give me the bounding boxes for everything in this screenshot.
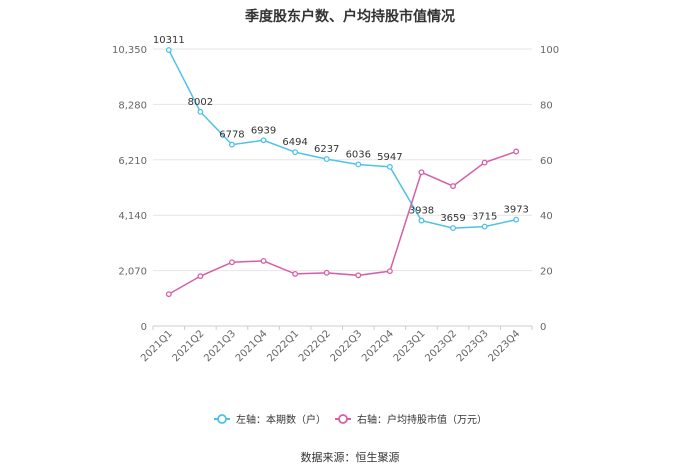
legend-swatch-marker: [338, 414, 348, 424]
data-label: 5947: [377, 152, 402, 163]
right-axis-tick-label: 20: [540, 267, 553, 278]
series-2-point: [229, 259, 235, 266]
left-axis-tick-label: 8,280: [118, 100, 147, 111]
series-1-point: [260, 137, 267, 144]
series-1-point: [323, 156, 330, 163]
series-2-point: [513, 148, 520, 155]
x-axis-tick-label: 2022Q1: [265, 328, 301, 364]
series-1-point: [418, 217, 425, 224]
left-axis-tick-label: 2,070: [118, 267, 147, 278]
legend-label: 右轴：户均持股市值（万元）: [357, 413, 487, 426]
series-2-point: [292, 270, 299, 277]
data-label: 3659: [440, 213, 465, 224]
series-1-point: [229, 141, 235, 148]
legend-swatch-marker: [217, 414, 227, 424]
x-axis-tick-label: 2021Q4: [234, 328, 270, 364]
data-source: 数据来源：恒生聚源: [300, 451, 400, 464]
data-label: 6939: [251, 125, 276, 136]
x-axis-tick-label: 2023Q1: [392, 328, 428, 364]
data-label: 6237: [314, 144, 339, 155]
x-axis-tick-label: 2021Q2: [171, 328, 207, 364]
series-2-point: [165, 291, 172, 298]
left-axis-tick-label: 6,210: [118, 156, 147, 167]
right-axis-tick-label: 0: [540, 322, 546, 333]
series-2-point: [355, 272, 362, 279]
series-1-point: [355, 161, 362, 168]
series-2-point: [260, 257, 267, 264]
x-axis-tick-label: 2022Q3: [329, 328, 365, 364]
x-axis-tick-label: 2021Q3: [202, 328, 238, 364]
data-label: 3715: [472, 212, 497, 223]
x-axis-tick-label: 2022Q2: [297, 328, 333, 364]
right-axis-tick-label: 40: [540, 211, 553, 222]
x-axis-tick-label: 2022Q4: [360, 328, 396, 364]
data-label: 3938: [409, 206, 434, 217]
data-label: 6778: [219, 130, 244, 141]
series-line-2: [168, 150, 517, 295]
right-axis-tick-label: 80: [540, 100, 553, 111]
series-1-point: [513, 216, 520, 223]
series-2-point: [481, 159, 488, 166]
data-label: 3973: [503, 205, 528, 216]
data-label: 6036: [346, 149, 371, 160]
series-2-point: [386, 268, 393, 275]
chart-title: 季度股东户数、户均持股市值情况: [245, 9, 455, 25]
series-2-point: [197, 273, 204, 280]
series-1-point: [197, 108, 204, 115]
legend-label: 左轴：本期数（户）: [236, 413, 326, 426]
right-axis-tick-label: 60: [540, 156, 553, 167]
series-1-point: [386, 163, 393, 170]
left-axis-tick-label: 10,350: [112, 45, 147, 56]
x-axis-tick-label: 2023Q3: [455, 328, 491, 364]
x-axis-tick-label: 2023Q2: [423, 328, 459, 364]
x-axis-tick-label: 2023Q4: [486, 328, 522, 364]
series-2-point: [450, 183, 456, 190]
series-1-point: [292, 149, 299, 156]
series-2-point: [418, 169, 425, 176]
right-axis-tick-label: 100: [540, 45, 559, 56]
left-axis-tick-label: 0: [141, 322, 147, 333]
data-label: 8002: [188, 97, 213, 108]
series-1-point: [165, 47, 172, 53]
series-2-point: [323, 269, 330, 276]
data-label: 6494: [282, 137, 307, 148]
x-axis-tick-label: 2021Q1: [139, 328, 175, 364]
left-axis-tick-label: 4,140: [118, 211, 147, 222]
data-label: 10311: [153, 35, 185, 46]
series-1-point: [481, 223, 488, 230]
series-1-point: [450, 225, 456, 232]
series-line-1: [168, 49, 517, 229]
